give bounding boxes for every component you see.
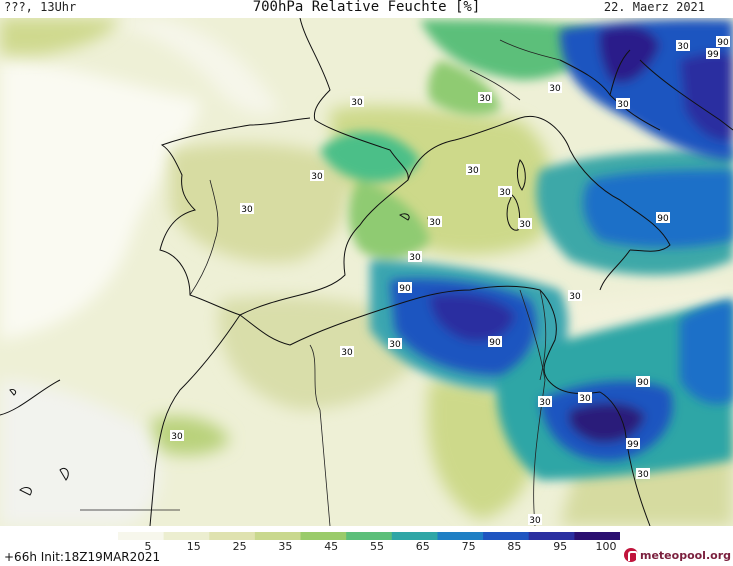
- svg-text:30: 30: [429, 218, 441, 228]
- humidity-map: 30 30 30 30 30 30 30 30 30 30 30 30 30 3…: [0, 18, 733, 526]
- legend-tick-label: 45: [324, 540, 339, 553]
- legend-swatch: [300, 532, 347, 540]
- svg-text:30: 30: [409, 253, 421, 263]
- legend-tick-label: 85: [507, 540, 522, 553]
- svg-text:99: 99: [627, 440, 639, 450]
- logo-text: meteopool.org: [640, 548, 731, 562]
- contour-label: 30: [676, 40, 690, 52]
- coastlines: [0, 18, 733, 526]
- svg-text:30: 30: [241, 205, 253, 215]
- contour-label: 30: [616, 98, 630, 110]
- contour-label: 30: [518, 218, 532, 230]
- contour-labels: 30 30 30 30 30 30 30 30 30 30 30 30 30 3…: [170, 36, 730, 526]
- legend-tick-label: 95: [553, 540, 568, 553]
- borders: [80, 39, 561, 526]
- contour-label: 30: [548, 82, 562, 94]
- contour-label: 30: [478, 92, 492, 104]
- contour-label: 30: [428, 216, 442, 228]
- legend: 5 15 25 35 45 55 65 75 85 95 100 +66h Init:18Z19MA…: [0, 526, 733, 566]
- contour-label: 90: [656, 212, 670, 224]
- contour-label: 30: [240, 203, 254, 215]
- svg-text:30: 30: [341, 348, 353, 358]
- svg-text:30: 30: [499, 188, 511, 198]
- contour-label: 99: [706, 48, 720, 60]
- svg-text:30: 30: [519, 220, 531, 230]
- svg-text:30: 30: [467, 166, 479, 176]
- contour-label: 30: [340, 346, 354, 358]
- legend-swatch: [437, 532, 484, 540]
- svg-text:90: 90: [637, 378, 649, 388]
- legend-swatch: [163, 532, 210, 540]
- contour-label: 90: [398, 282, 412, 294]
- contour-label: 30: [350, 96, 364, 108]
- svg-text:30: 30: [677, 42, 689, 52]
- contour-label: 30: [310, 170, 324, 182]
- legend-colorbar: [118, 532, 620, 540]
- svg-text:90: 90: [399, 284, 411, 294]
- svg-text:90: 90: [717, 38, 729, 48]
- legend-tick-label: 55: [370, 540, 384, 553]
- legend-swatch: [391, 532, 438, 540]
- map-title: 700hPa Relative Feuchte [%]: [252, 0, 481, 15]
- svg-text:30: 30: [539, 398, 551, 408]
- svg-text:30: 30: [311, 172, 323, 182]
- contour-label: 30: [388, 338, 402, 350]
- svg-text:30: 30: [389, 340, 401, 350]
- svg-text:90: 90: [489, 338, 501, 348]
- svg-text:99: 99: [707, 50, 719, 60]
- header: ???, 13Uhr 700hPa Relative Feuchte [%] 2…: [0, 0, 733, 18]
- svg-text:30: 30: [579, 394, 591, 404]
- legend-swatch: [254, 532, 301, 540]
- legend-tick-label: 100: [595, 540, 617, 553]
- contour-label: 90: [636, 376, 650, 388]
- meteopool-logo-icon: [624, 548, 638, 562]
- svg-text:30: 30: [529, 516, 541, 526]
- meteopool-logo: meteopool.org: [624, 548, 731, 562]
- contour-label: 30: [170, 430, 184, 442]
- svg-text:30: 30: [637, 470, 649, 480]
- legend-swatch: [528, 532, 575, 540]
- contour-label: 30: [568, 290, 582, 302]
- legend-swatch: [346, 532, 393, 540]
- contour-label: 99: [626, 438, 640, 450]
- legend-tick-label: 65: [415, 540, 430, 553]
- svg-text:30: 30: [171, 432, 183, 442]
- svg-text:30: 30: [549, 84, 561, 94]
- svg-text:30: 30: [617, 100, 629, 110]
- svg-text:90: 90: [657, 214, 669, 224]
- init-time-label: +66h Init:18Z19MAR2021: [4, 550, 161, 564]
- svg-text:30: 30: [479, 94, 491, 104]
- legend-tick-label: 25: [232, 540, 247, 553]
- legend-tick-label: 35: [278, 540, 293, 553]
- legend-swatch: [118, 532, 165, 540]
- valid-time-label: ???, 13Uhr: [4, 0, 77, 14]
- contour-label: 30: [466, 164, 480, 176]
- svg-text:30: 30: [351, 98, 363, 108]
- contour-label: 90: [488, 336, 502, 348]
- valid-date-label: 22. Maerz 2021: [603, 0, 705, 14]
- legend-labels: 5 15 25 35 45 55 65 75 85 95 100: [0, 540, 733, 554]
- contour-label: 30: [408, 251, 422, 263]
- contour-label: 30: [498, 186, 512, 198]
- saturated-areas: [390, 19, 733, 461]
- legend-swatch: [574, 532, 620, 540]
- legend-swatch: [209, 532, 256, 540]
- contour-label: 30: [636, 468, 650, 480]
- contour-label: 30: [578, 392, 592, 404]
- contour-label: 30: [538, 396, 552, 408]
- svg-text:30: 30: [569, 292, 581, 302]
- legend-tick-label: 5: [144, 540, 152, 553]
- legend-tick-label: 15: [186, 540, 201, 553]
- contour-label: 90: [716, 36, 730, 48]
- legend-tick-label: 75: [461, 540, 476, 553]
- map-canvas: 30 30 30 30 30 30 30 30 30 30 30 30 30 3…: [0, 18, 733, 526]
- legend-swatch: [483, 532, 530, 540]
- contour-label: 30: [528, 514, 542, 526]
